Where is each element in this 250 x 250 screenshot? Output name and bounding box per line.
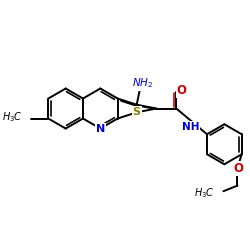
Text: $H_3C$: $H_3C$ (2, 110, 22, 124)
Text: S: S (133, 107, 141, 117)
Text: N: N (96, 124, 105, 134)
Text: O: O (234, 162, 243, 175)
Text: $H_3C$: $H_3C$ (194, 187, 214, 200)
Text: NH: NH (182, 122, 199, 132)
Text: $NH_2$: $NH_2$ (132, 76, 154, 90)
Text: O: O (176, 84, 186, 97)
